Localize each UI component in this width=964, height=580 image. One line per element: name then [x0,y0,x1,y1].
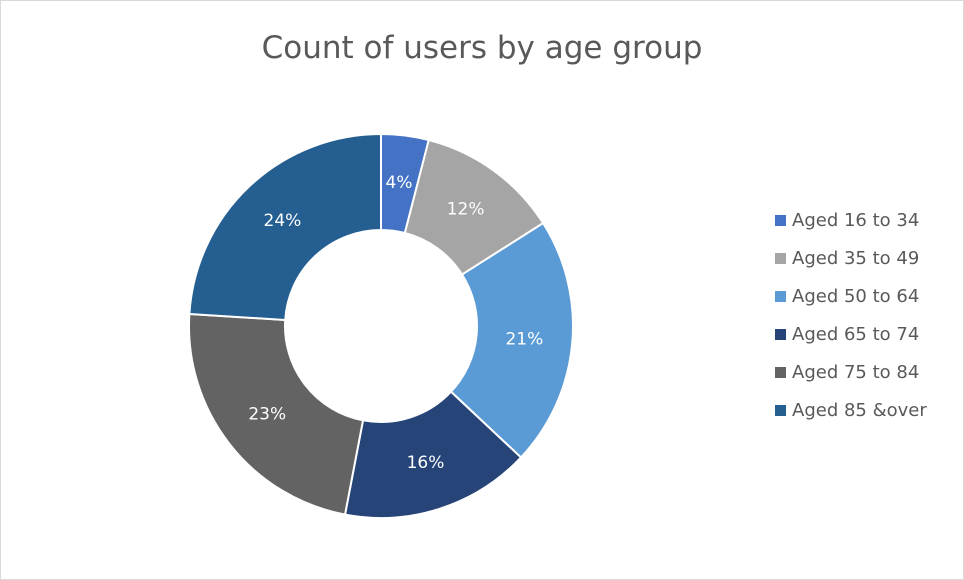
slice-group [188,132,574,519]
data-label: 12% [447,200,485,220]
data-label: 4% [386,173,413,193]
legend-swatch [775,252,786,264]
legend-label: Aged 35 to 49 [792,247,920,269]
legend-label: Aged 65 to 74 [792,323,920,345]
slice-aged-65-to-74 [343,390,523,519]
data-label: 24% [264,211,302,231]
legend-item: Aged 75 to 84 [775,353,927,391]
legend-item: Aged 35 to 49 [775,239,927,277]
legend-swatch [775,290,786,302]
data-label: 21% [505,330,543,350]
legend-item: Aged 50 to 64 [775,277,927,315]
slice-aged-75-to-84 [188,312,365,516]
data-label: 16% [407,453,445,473]
legend-swatch [775,404,786,416]
slice-aged-50-to-64 [449,221,574,459]
legend-swatch [775,214,786,226]
legend: Aged 16 to 34 Aged 35 to 49 Aged 50 to 64 A… [775,201,927,429]
chart-title: Count of users by age group [261,30,703,66]
legend-label: Aged 85 &over [792,399,927,421]
legend-label: Aged 16 to 34 [792,209,920,231]
legend-item: Aged 65 to 74 [775,315,927,353]
legend-item: Aged 16 to 34 [775,201,927,239]
slice-label-group: 4% 12% 21% 16% 23% 24% [248,173,543,473]
data-label: 23% [248,404,286,424]
legend-item: Aged 85 &over [775,391,927,429]
slice-aged-85-over [188,132,382,322]
legend-swatch [775,328,786,340]
legend-label: Aged 75 to 84 [792,361,920,383]
legend-label: Aged 50 to 64 [792,285,920,307]
legend-swatch [775,366,786,378]
